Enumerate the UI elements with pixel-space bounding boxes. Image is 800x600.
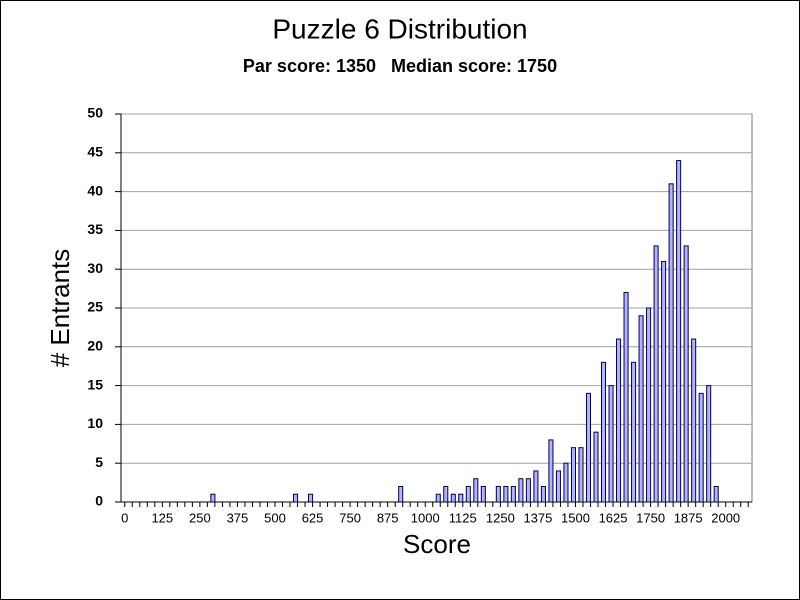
bar — [518, 478, 524, 503]
y-tick-label: 45 — [87, 144, 103, 160]
bar — [668, 183, 674, 503]
x-tick-label: 2000 — [711, 510, 740, 525]
x-tick-label: 250 — [189, 510, 211, 525]
y-tick-label: 15 — [87, 376, 103, 392]
bar — [616, 338, 622, 503]
x-axis-title: Score — [403, 529, 471, 559]
y-tick-label: 25 — [87, 299, 103, 315]
bar — [631, 361, 637, 503]
x-tick-label: 125 — [151, 510, 173, 525]
bar — [676, 160, 682, 503]
bar — [593, 431, 599, 503]
y-tick-label: 35 — [87, 221, 103, 237]
bar — [600, 361, 607, 503]
x-tick-label: 1125 — [449, 510, 477, 525]
x-tick-label: 0 — [121, 510, 128, 525]
x-tick-label: 1875 — [674, 510, 703, 525]
y-axis-title: # Entrants — [45, 249, 75, 368]
bar — [548, 439, 554, 503]
bar — [646, 307, 652, 503]
y-tick-label: 30 — [87, 260, 103, 276]
bar — [638, 315, 644, 503]
bar — [443, 485, 449, 503]
bar — [570, 447, 576, 503]
y-tick-label: 40 — [87, 182, 103, 198]
y-tick-label: 5 — [95, 454, 103, 470]
x-tick-label: 500 — [264, 510, 286, 525]
y-tick-label: 0 — [95, 493, 103, 509]
x-tick-label: 1375 — [523, 510, 552, 525]
bar — [210, 493, 216, 503]
x-tick-label: 1000 — [411, 510, 440, 525]
y-tick-label: 50 — [87, 105, 103, 121]
bar — [706, 385, 712, 503]
bar — [661, 260, 667, 503]
bar — [555, 470, 561, 503]
chart-subtitle: Par score: 1350 Median score: 1750 — [243, 56, 557, 76]
bar — [473, 478, 479, 503]
bar — [608, 385, 614, 503]
bar — [585, 392, 592, 503]
x-tick-label: 1750 — [636, 510, 665, 525]
bar — [578, 447, 584, 503]
x-tick-label: 375 — [227, 510, 249, 525]
bar — [653, 245, 659, 503]
y-tick-label: 20 — [87, 338, 103, 354]
x-tick-label: 875 — [377, 510, 399, 525]
bar — [465, 485, 471, 503]
bar — [623, 291, 629, 503]
bar — [458, 493, 464, 503]
x-tick-label: 625 — [302, 510, 324, 525]
bar — [713, 485, 719, 503]
bar — [450, 493, 456, 503]
bar — [691, 338, 697, 503]
bar — [525, 478, 531, 503]
chart-title: Puzzle 6 Distribution — [272, 13, 527, 44]
bar — [495, 485, 501, 503]
bar — [698, 392, 704, 503]
bar — [293, 493, 299, 503]
bar — [435, 493, 441, 503]
x-tick-label: 1250 — [486, 510, 515, 525]
bar — [480, 485, 486, 503]
y-tick-label: 10 — [87, 415, 103, 431]
bar — [510, 485, 516, 503]
bar — [683, 245, 689, 503]
x-tick-label: 750 — [339, 510, 361, 525]
x-tick-label: 1500 — [561, 510, 590, 525]
x-tick-label: 1625 — [599, 510, 628, 525]
bar — [308, 493, 314, 503]
bar — [540, 485, 546, 503]
bar — [398, 485, 404, 503]
bar — [503, 485, 509, 503]
bar — [533, 470, 539, 503]
bar — [563, 462, 569, 503]
